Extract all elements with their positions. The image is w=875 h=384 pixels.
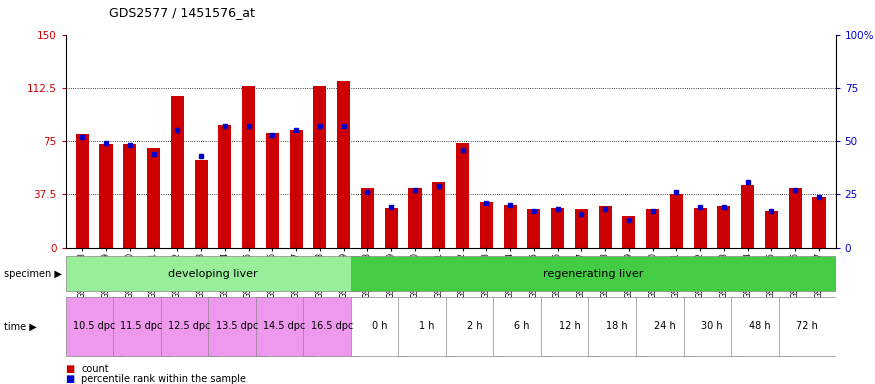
Bar xyxy=(266,132,279,248)
Text: percentile rank within the sample: percentile rank within the sample xyxy=(81,374,247,384)
Bar xyxy=(313,86,326,248)
Bar xyxy=(304,297,360,356)
Bar xyxy=(622,217,635,248)
Bar xyxy=(480,202,493,248)
Bar xyxy=(731,297,788,356)
Text: 10.5 dpc: 10.5 dpc xyxy=(73,321,116,331)
Bar xyxy=(493,297,550,356)
Bar xyxy=(636,297,693,356)
Bar xyxy=(589,297,646,356)
Bar xyxy=(242,86,256,248)
Bar xyxy=(398,297,455,356)
Text: 16.5 dpc: 16.5 dpc xyxy=(311,321,353,331)
Text: time ▶: time ▶ xyxy=(4,321,37,331)
Text: 0 h: 0 h xyxy=(372,321,387,331)
Bar xyxy=(290,130,303,248)
Bar xyxy=(147,148,160,248)
Bar xyxy=(123,144,136,248)
Bar xyxy=(385,208,398,248)
Bar xyxy=(76,134,88,248)
Text: 72 h: 72 h xyxy=(796,321,818,331)
Bar xyxy=(446,297,503,356)
Bar xyxy=(765,211,778,248)
Text: 13.5 dpc: 13.5 dpc xyxy=(215,321,258,331)
Text: 48 h: 48 h xyxy=(749,321,770,331)
Bar xyxy=(456,142,469,248)
Bar xyxy=(66,297,123,356)
Bar xyxy=(694,208,707,248)
Bar xyxy=(337,81,350,248)
Bar xyxy=(541,297,598,356)
Bar xyxy=(551,208,564,248)
Text: 1 h: 1 h xyxy=(419,321,435,331)
Text: developing liver: developing liver xyxy=(168,268,258,279)
Bar xyxy=(813,197,825,248)
Text: ■: ■ xyxy=(66,364,75,374)
Bar xyxy=(255,297,312,356)
Text: 6 h: 6 h xyxy=(514,321,529,331)
Bar xyxy=(670,194,682,248)
Bar xyxy=(219,126,231,248)
Bar xyxy=(683,297,740,356)
Text: 24 h: 24 h xyxy=(654,321,676,331)
Text: 18 h: 18 h xyxy=(606,321,627,331)
Text: 12.5 dpc: 12.5 dpc xyxy=(168,321,211,331)
Bar xyxy=(528,209,541,248)
Text: specimen ▶: specimen ▶ xyxy=(4,268,62,279)
Bar xyxy=(208,297,265,356)
Bar xyxy=(646,209,659,248)
Bar xyxy=(100,144,113,248)
Bar xyxy=(351,256,836,291)
Text: 14.5 dpc: 14.5 dpc xyxy=(263,321,305,331)
Bar xyxy=(503,205,516,248)
Text: 2 h: 2 h xyxy=(466,321,482,331)
Bar xyxy=(432,182,445,248)
Text: GDS2577 / 1451576_at: GDS2577 / 1451576_at xyxy=(109,6,255,19)
Bar xyxy=(66,256,360,291)
Bar xyxy=(113,297,171,356)
Bar xyxy=(779,297,836,356)
Bar xyxy=(161,297,218,356)
Bar xyxy=(718,207,731,248)
Text: ■: ■ xyxy=(66,374,75,384)
Text: 11.5 dpc: 11.5 dpc xyxy=(121,321,163,331)
Bar xyxy=(360,188,374,248)
Bar xyxy=(741,185,754,248)
Text: count: count xyxy=(81,364,109,374)
Bar xyxy=(598,207,612,248)
Bar xyxy=(575,209,588,248)
Bar xyxy=(409,188,422,248)
Text: 30 h: 30 h xyxy=(701,321,723,331)
Text: regenerating liver: regenerating liver xyxy=(543,268,643,279)
Text: 12 h: 12 h xyxy=(558,321,580,331)
Bar xyxy=(194,160,207,248)
Bar xyxy=(788,188,802,248)
Bar xyxy=(351,297,408,356)
Bar xyxy=(171,96,184,248)
